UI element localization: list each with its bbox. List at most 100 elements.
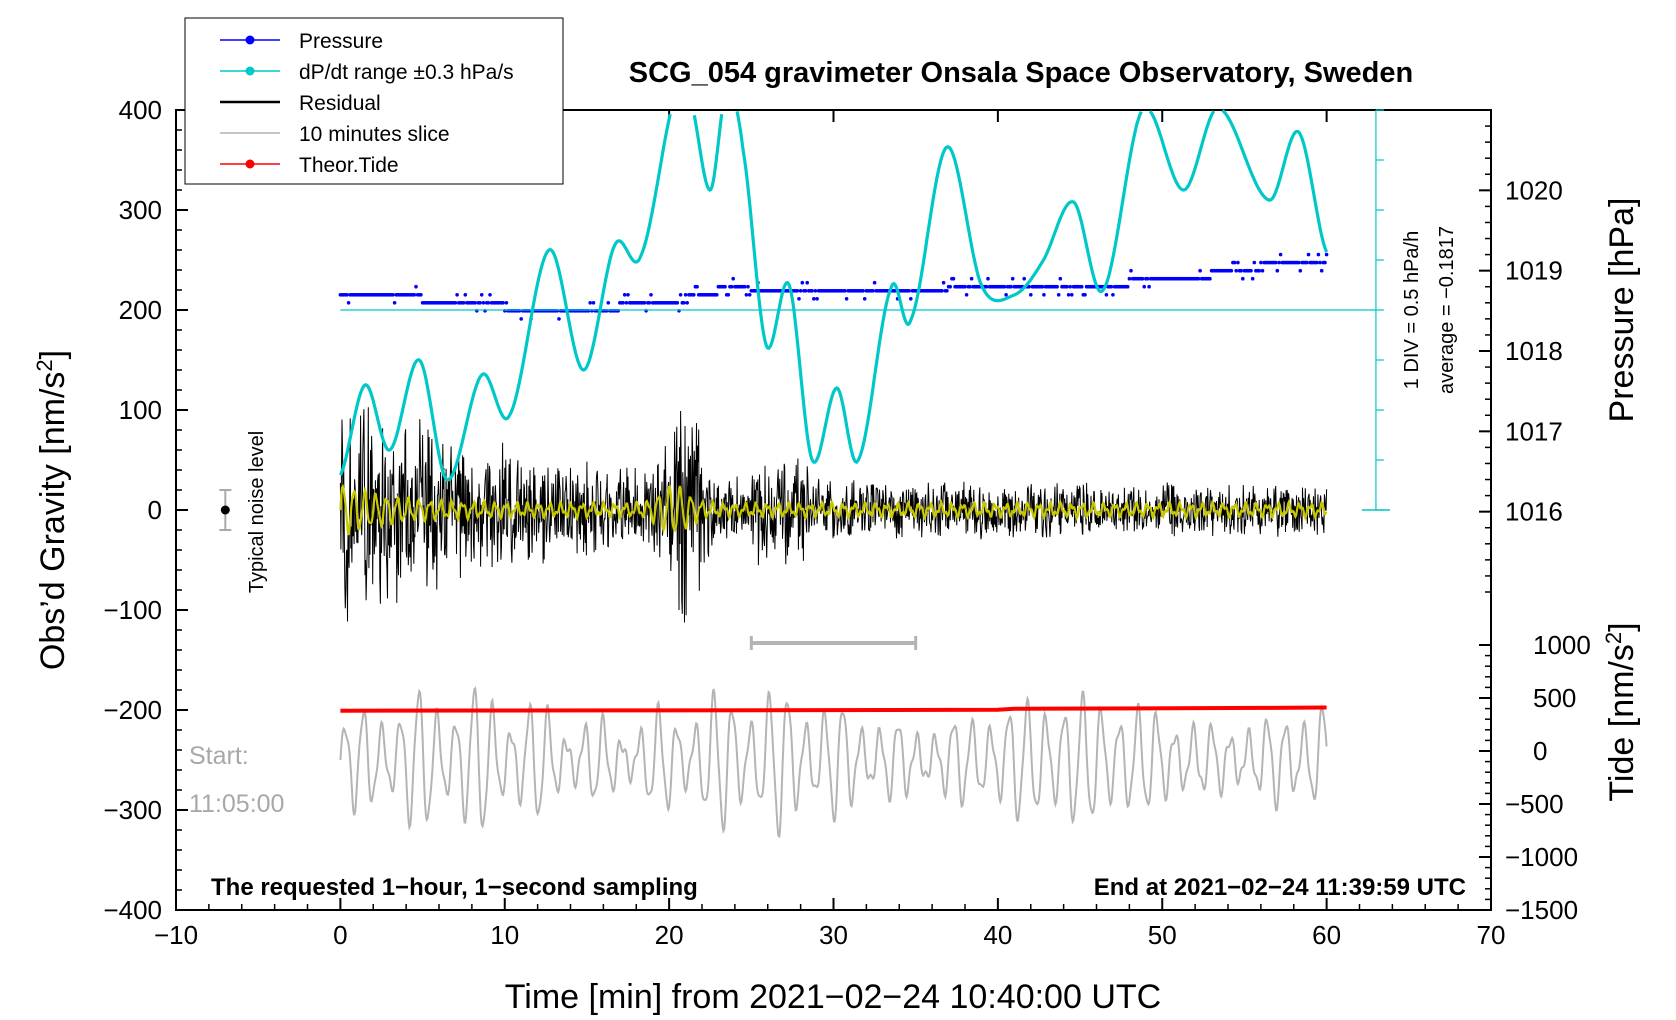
- pressure-point: [800, 280, 805, 285]
- pressure-tick-label: 1017: [1505, 416, 1563, 446]
- pressure-point: [488, 293, 492, 297]
- ten-minute-slice-series: [339, 686, 1328, 839]
- pressure-point: [1079, 284, 1084, 289]
- pressure-point: [1198, 268, 1202, 273]
- pressure-point: [941, 280, 946, 285]
- tide-line: [340, 705, 1327, 713]
- pressure-point: [478, 301, 482, 305]
- noise-label: Typical noise level: [246, 431, 268, 593]
- pressure-point: [795, 289, 800, 293]
- start-time: 11:05:00: [189, 790, 284, 818]
- marker-group: [219, 489, 918, 650]
- dpdt-series: [338, 109, 1376, 482]
- pressure-point: [683, 293, 688, 297]
- y-axis-title-pressure: Pressure [hPa]: [1603, 198, 1641, 423]
- pressure-point: [1111, 293, 1115, 297]
- pressure-point: [345, 293, 349, 297]
- residual-smooth-series: [339, 484, 1328, 536]
- pressure-point: [1147, 284, 1151, 289]
- pressure-point: [682, 301, 686, 305]
- legend-label: Residual: [299, 92, 381, 115]
- x-tick-label: 70: [1477, 920, 1506, 950]
- pressure-point: [815, 297, 819, 301]
- theoretical-tide-series: [340, 705, 1327, 713]
- pressure-point: [1252, 260, 1257, 265]
- pressure-point: [1009, 284, 1013, 289]
- pressure-point: [453, 301, 458, 305]
- end-time-note: End at 2021−02−24 11:39:59 UTC: [1094, 874, 1466, 901]
- noise-level-dot: [220, 505, 230, 515]
- pressure-point: [1229, 268, 1234, 273]
- chart-title: SCG_054 gravimeter Onsala Space Observat…: [629, 57, 1413, 89]
- y-tick-label: −400: [103, 895, 162, 925]
- legend: Pressure dP/dt range ±0.3 hPa/s Residual 10…: [184, 17, 564, 185]
- pressure-point: [986, 276, 990, 281]
- pressure-point: [1002, 284, 1007, 289]
- x-tick-label: 60: [1312, 920, 1341, 950]
- pressure-point: [692, 293, 696, 297]
- pressure-point: [675, 301, 680, 305]
- pressure-point: [1127, 276, 1132, 281]
- pressure-point: [909, 297, 913, 301]
- pressure-point: [907, 289, 911, 293]
- pressure-point: [726, 293, 731, 297]
- pressure-point: [1142, 284, 1146, 289]
- pressure-point: [685, 301, 689, 305]
- y-tick-label: −300: [103, 795, 162, 825]
- x-tick-label: 30: [819, 920, 848, 950]
- pressure-point: [1250, 276, 1255, 281]
- pressure-point: [486, 301, 491, 305]
- pressure-point: [1319, 268, 1324, 273]
- pressure-point: [412, 293, 417, 297]
- pressure-point: [1278, 252, 1283, 257]
- pressure-point: [392, 301, 397, 305]
- x-tick-label: −10: [154, 920, 198, 950]
- pressure-tick-label: 1018: [1505, 336, 1563, 366]
- tide-tick-label: 0: [1533, 736, 1547, 766]
- pressure-point: [731, 276, 735, 281]
- x-tick-label: 20: [655, 920, 684, 950]
- pressure-point: [391, 293, 395, 297]
- tide-tick-label: 500: [1533, 683, 1576, 713]
- average-label: average = −0.1817: [1436, 226, 1458, 394]
- pressure-point: [649, 293, 653, 297]
- pressure-point: [1260, 268, 1265, 273]
- pressure-point: [1068, 284, 1072, 289]
- pressure-point: [481, 301, 486, 305]
- pressure-point: [1277, 260, 1281, 265]
- pressure-point: [844, 297, 849, 301]
- pressure-point: [1296, 260, 1301, 265]
- pressure-point: [455, 293, 459, 297]
- pressure-point: [746, 284, 750, 289]
- legend-label: Theor.Tide: [299, 154, 399, 177]
- pressure-point: [1040, 284, 1045, 289]
- pressure-point: [1273, 260, 1278, 265]
- pressure-point: [1239, 268, 1243, 273]
- tick-labels: −10 0 10 20 30 40 50 60 704003002001000−100−200−…: [103, 95, 1590, 950]
- tide-tick-label: −1500: [1505, 895, 1578, 925]
- pressure-point: [1056, 293, 1061, 297]
- pressure-point: [1109, 284, 1114, 289]
- pressure-point: [940, 289, 944, 293]
- pressure-point: [622, 293, 627, 297]
- y-tick-label: 300: [119, 195, 162, 225]
- pressure-point: [473, 301, 478, 305]
- pressure-point: [1055, 284, 1059, 289]
- x-tick-label: 10: [490, 920, 519, 950]
- pressure-point: [1324, 252, 1329, 257]
- smooth-residual-line: [339, 484, 1328, 536]
- pressure-point: [1058, 276, 1063, 281]
- legend-label: dP/dt range ±0.3 hPa/s: [299, 61, 514, 84]
- pressure-point: [871, 289, 875, 293]
- pressure-point: [346, 301, 351, 305]
- pressure-point: [813, 289, 818, 293]
- pressure-point: [1042, 293, 1046, 297]
- slice-line: [339, 686, 1328, 839]
- pressure-point: [968, 284, 972, 289]
- pressure-point: [1275, 268, 1280, 273]
- pressure-point: [1241, 276, 1245, 281]
- y-tick-label: 200: [119, 295, 162, 325]
- start-label: Start:: [189, 742, 249, 770]
- pressure-point: [945, 289, 949, 293]
